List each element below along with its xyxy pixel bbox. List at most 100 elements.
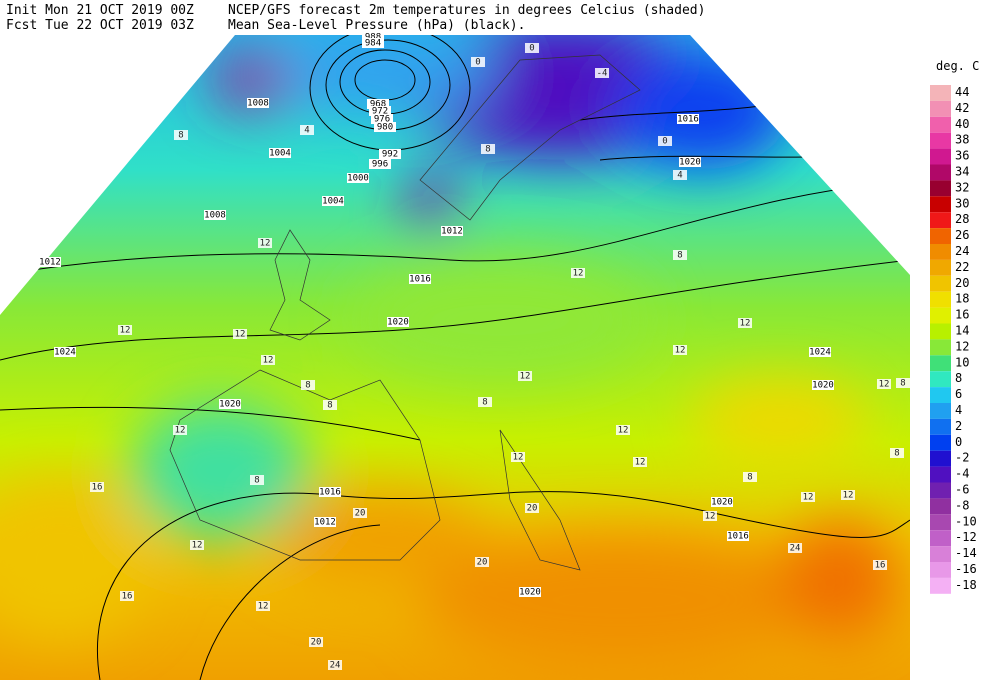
legend-label: -10	[955, 514, 977, 528]
temperature-label-box	[258, 238, 272, 248]
isobar-label: 1008	[247, 99, 269, 109]
temperature-label: 12	[263, 356, 274, 366]
temperature-label: 4	[677, 171, 682, 181]
legend-swatch	[930, 434, 951, 451]
temperature-label: 16	[92, 483, 103, 493]
fcst-line: Fcst Tue 22 OCT 2019 03Z	[6, 18, 194, 33]
isobar-label-box	[371, 114, 393, 124]
legend-label: 44	[955, 85, 969, 99]
isobar-label: 1000	[347, 174, 369, 184]
legend-label: 14	[955, 324, 969, 338]
temperature-label-box	[525, 503, 539, 513]
legend-swatch	[930, 164, 951, 181]
temperature-label-box	[616, 425, 630, 435]
temperature-label: 12	[803, 493, 814, 503]
temperature-label-box	[743, 472, 757, 482]
isobar-label-box	[247, 98, 269, 108]
temperature-label: 8	[894, 449, 899, 459]
temperature-label-box	[478, 397, 492, 407]
temperature-label: 4	[304, 126, 309, 136]
legend-swatch	[930, 212, 951, 229]
isobar-label: 1020	[519, 588, 541, 598]
temperature-label-box	[873, 560, 887, 570]
isobar-label-box	[441, 226, 463, 236]
temperature-label-box	[890, 448, 904, 458]
temperature-label-box	[309, 637, 323, 647]
isobar-label: 1012	[39, 258, 61, 268]
legend-label: 6	[955, 387, 962, 401]
temperature-label-box	[90, 482, 104, 492]
temperature-label: 12	[513, 453, 524, 463]
legend-label: 26	[955, 228, 969, 242]
title-line: NCEP/GFS forecast 2m temperatures in deg…	[228, 3, 705, 18]
temperature-label-box	[475, 557, 489, 567]
legend-label: 34	[955, 165, 969, 179]
legend-swatch	[930, 450, 951, 467]
legend-label: -4	[955, 467, 969, 481]
legend-label: -14	[955, 546, 977, 560]
legend-label: 42	[955, 101, 969, 115]
isobar-label: 976	[374, 115, 390, 125]
temperature-label: 0	[475, 58, 480, 68]
legend-label: 32	[955, 180, 969, 194]
legend-swatch	[930, 275, 951, 292]
isobar-label: 1012	[314, 518, 336, 528]
temperature-label: 20	[355, 509, 366, 519]
isobar-label: 988	[365, 33, 381, 43]
temperature-label-box	[518, 371, 532, 381]
isobar-label: 992	[382, 150, 398, 160]
isobar-label-box	[219, 399, 241, 409]
temperature-label: 8	[900, 379, 905, 389]
legend-swatch	[930, 196, 951, 213]
isobar-label: 972	[372, 107, 388, 117]
legend-label: 18	[955, 292, 969, 306]
temperature-label: 12	[618, 426, 629, 436]
isobar-label: 1004	[269, 149, 291, 159]
temperature-label-box	[250, 475, 264, 485]
temperature-label-box	[877, 379, 891, 389]
temperature-label-box	[673, 250, 687, 260]
legend-label: -16	[955, 562, 977, 576]
legend-swatch	[930, 562, 951, 578]
legend-swatch	[930, 546, 951, 562]
temperature-label: 20	[527, 504, 538, 514]
temperature-label: 8	[482, 398, 487, 408]
isobar-label-box	[809, 347, 831, 357]
isobar-label-box	[369, 159, 391, 169]
temperature-label: 8	[485, 145, 490, 155]
isobar-label-box	[409, 274, 431, 284]
legend-swatch	[930, 259, 951, 276]
isobar-label: 1008	[204, 211, 226, 221]
temperature-label-box	[328, 660, 342, 670]
legend-swatch	[930, 323, 951, 340]
temperature-label: 8	[178, 131, 183, 141]
legend-swatch	[930, 577, 951, 594]
temperature-label: 24	[330, 661, 341, 671]
temperature-label-box	[673, 170, 687, 180]
isobar-label-box	[54, 347, 76, 357]
temperature-label-box	[323, 400, 337, 410]
legend-swatch	[930, 307, 951, 324]
legend-swatch	[930, 355, 951, 372]
isobar-label-box	[387, 317, 409, 327]
isobar-label-box	[519, 587, 541, 597]
temperature-label-box	[703, 511, 717, 521]
legend-swatch	[930, 85, 951, 101]
legend-swatch	[930, 387, 951, 403]
isobar-label-box	[374, 122, 396, 132]
legend-swatch	[930, 403, 951, 419]
isobar-label-box	[812, 380, 834, 390]
temperature-label-box	[300, 125, 314, 135]
isobar-label-box	[677, 114, 699, 124]
temperature-label: 8	[254, 476, 259, 486]
isobar-label: 1016	[677, 115, 699, 125]
temperature-label: 0	[529, 44, 534, 54]
isobar-label: 1020	[679, 158, 701, 168]
temperature-label: 16	[122, 592, 133, 602]
legend-swatch	[930, 339, 951, 356]
legend-swatch	[930, 514, 951, 531]
temperature-label: 16	[875, 561, 886, 571]
isobar-label-box	[362, 38, 384, 48]
temperature-label: 8	[677, 251, 682, 261]
